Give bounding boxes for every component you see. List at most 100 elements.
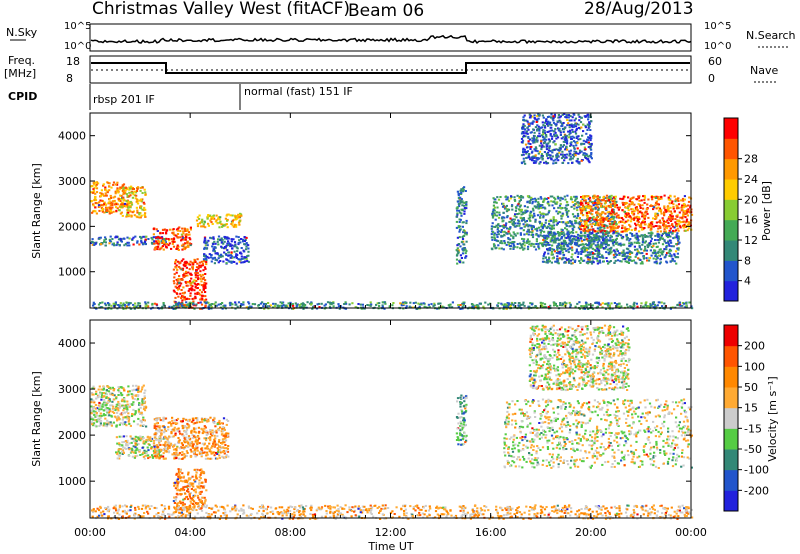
echo-cell	[604, 217, 607, 220]
echo-cell	[225, 254, 228, 256]
echo-cell	[588, 218, 591, 221]
echo-cell	[200, 264, 203, 267]
echo-cell	[649, 302, 652, 305]
echo-cell	[682, 202, 685, 205]
echo-cell	[685, 218, 689, 221]
echo-cell	[566, 194, 569, 197]
echo-cell	[192, 261, 195, 264]
echo-cell	[572, 215, 576, 218]
echo-cell	[455, 220, 458, 223]
echo-cell	[672, 229, 675, 232]
echo-cell	[238, 239, 241, 242]
echo-cell	[588, 137, 591, 140]
echo-cell	[458, 211, 462, 214]
echo-cell	[121, 184, 125, 187]
echo-cell	[202, 223, 205, 226]
echo-cell	[225, 244, 228, 247]
echo-cell	[505, 243, 508, 246]
echo-cell	[300, 305, 303, 308]
echo-cell	[523, 238, 526, 241]
echo-cell	[531, 202, 534, 205]
echo-cell	[176, 260, 180, 263]
echo-cell	[664, 224, 667, 227]
echo-cell	[109, 197, 113, 199]
echo-cell	[464, 252, 467, 255]
echo-cell	[542, 199, 546, 202]
echo-cell	[95, 181, 99, 184]
echo-cell	[598, 238, 601, 241]
echo-cell	[498, 247, 501, 250]
echo-cell	[116, 181, 119, 184]
echo-cell	[166, 229, 169, 232]
echo-cell	[563, 138, 566, 140]
echo-cell	[172, 308, 175, 310]
echo-cell	[187, 244, 190, 247]
echo-cell	[599, 230, 602, 233]
echo-cell	[100, 396, 103, 399]
echo-cell	[561, 212, 564, 215]
echo-cell	[381, 301, 384, 304]
echo-cell	[247, 244, 250, 247]
echo-cell	[685, 304, 688, 307]
echo-cell	[520, 208, 523, 211]
echo-cell	[514, 222, 517, 225]
echo-cell	[456, 262, 459, 265]
echo-cell	[436, 307, 439, 310]
echo-cell	[93, 244, 96, 246]
echo-cell	[574, 130, 577, 133]
echo-cell	[604, 212, 607, 215]
echo-cell	[623, 253, 626, 255]
echo-cell	[564, 261, 567, 264]
echo-cell	[95, 183, 98, 186]
echo-cell	[581, 240, 584, 243]
echo-cell	[499, 231, 503, 234]
echo-cell	[569, 231, 572, 234]
echo-cell	[493, 206, 496, 209]
echo-cell	[99, 412, 102, 415]
echo-cell	[136, 209, 139, 212]
echo-cell	[139, 235, 142, 238]
echo-cell	[547, 257, 551, 260]
echo-cell	[603, 227, 606, 229]
echo-cell	[497, 223, 500, 226]
echo-cell	[552, 115, 555, 118]
echo-cell	[553, 238, 556, 241]
echo-cell	[231, 247, 234, 250]
echo-cell	[596, 198, 599, 201]
echo-cell	[115, 236, 119, 239]
echo-cell	[568, 242, 571, 245]
echo-cell	[591, 304, 594, 307]
freq-label: Freq.	[8, 54, 35, 67]
echo-cell	[158, 237, 161, 240]
echo-cell	[596, 227, 599, 230]
echo-cell	[611, 197, 614, 200]
echo-cell	[523, 218, 526, 221]
echo-cell	[568, 119, 571, 122]
echo-cell	[593, 253, 596, 255]
echo-cell	[562, 155, 565, 158]
echo-cell	[92, 189, 96, 192]
echo-cell	[663, 248, 666, 251]
echo-cell	[664, 221, 667, 223]
echo-cell	[465, 233, 468, 236]
echo-cell	[604, 239, 607, 242]
echo-cell	[136, 188, 139, 190]
echo-cell	[683, 210, 686, 213]
echo-cell	[173, 273, 176, 276]
echo-cell	[648, 242, 651, 245]
echo-cell	[287, 302, 290, 305]
echo-cell	[383, 301, 387, 304]
echo-cell	[594, 201, 597, 204]
echo-cell	[560, 228, 563, 231]
echo-cell	[540, 153, 544, 156]
echo-cell	[600, 242, 603, 245]
echo-cell	[541, 223, 544, 226]
nsky-label: N.Sky	[6, 26, 38, 39]
echo-cell	[620, 305, 623, 308]
echo-cell	[506, 302, 509, 304]
echo-cell	[497, 226, 500, 229]
echo-cell	[92, 301, 95, 304]
echo-cell	[344, 301, 347, 304]
echo-cell	[179, 230, 182, 232]
echo-cell	[672, 237, 675, 240]
